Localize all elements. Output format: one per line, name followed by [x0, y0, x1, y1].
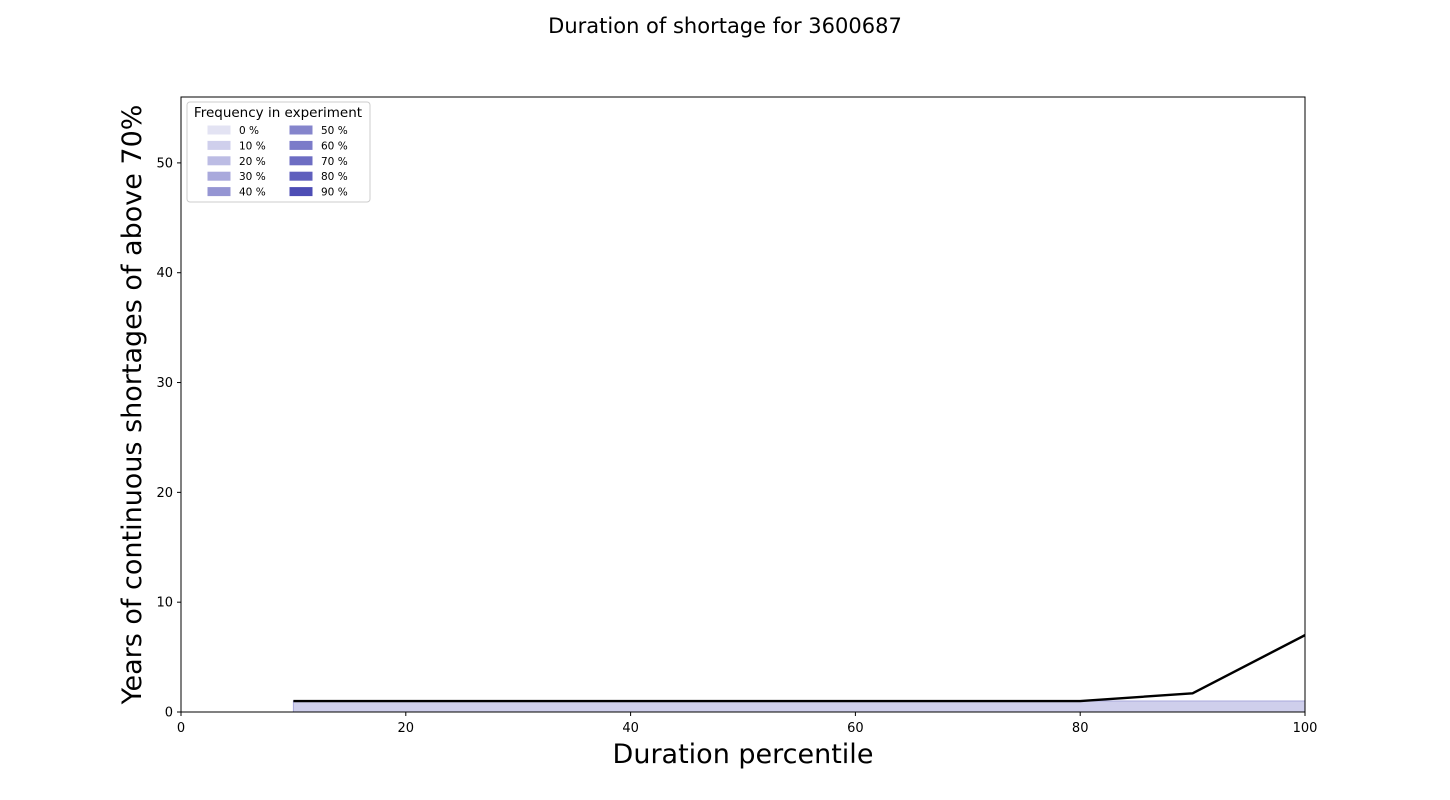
legend-swatch [289, 140, 313, 150]
y-tick-label: 0 [165, 706, 173, 721]
legend-entry-label: 40 % [239, 187, 266, 199]
chart-title: Duration of shortage for 3600687 [548, 14, 902, 38]
plot-frame [180, 96, 1306, 713]
legend-swatch [207, 187, 231, 197]
legend-swatch [289, 187, 313, 197]
x-axis-label: Duration percentile [613, 739, 874, 770]
x-tick-label: 100 [1293, 721, 1318, 736]
y-tick-label: 40 [156, 266, 173, 281]
legend-entry-label: 50 % [321, 125, 348, 137]
legend-entry-label: 0 % [239, 125, 259, 137]
legend-swatch [207, 171, 231, 181]
legend-title: Frequency in experiment [194, 105, 362, 121]
y-axis-label: Years of continuous shortages of above 7… [117, 105, 148, 706]
legend-entry-label: 20 % [239, 156, 266, 168]
legend-swatch [207, 140, 231, 150]
legend-swatch [207, 125, 231, 135]
x-tick-label: 60 [847, 721, 864, 736]
y-tick-label: 30 [156, 376, 173, 391]
plot-area [292, 634, 1306, 713]
legend-swatch [289, 125, 313, 135]
x-tick-label: 80 [1072, 721, 1089, 736]
x-tick-label: 20 [398, 721, 415, 736]
y-tick-label: 10 [156, 596, 173, 611]
x-tick-label: 40 [622, 721, 639, 736]
frequency-band-0 [292, 700, 1306, 713]
legend: Frequency in experiment 0 % 10 % 20 % 30 % 4… [186, 101, 371, 203]
axes-ticks: 0 20 40 60 80 100 0 10 20 30 40 50 [156, 156, 1317, 736]
legend-entry-label: 80 % [321, 171, 348, 183]
legend-entry-label: 10 % [239, 140, 266, 152]
legend-swatch [289, 171, 313, 181]
x-tick-label: 0 [177, 721, 185, 736]
legend-entry-label: 30 % [239, 171, 266, 183]
series-line-0 [293, 634, 1306, 703]
y-tick-label: 20 [156, 486, 173, 501]
legend-entry-label: 70 % [321, 156, 348, 168]
legend-swatch [289, 156, 313, 166]
legend-entry-label: 90 % [321, 187, 348, 199]
legend-entry-label: 60 % [321, 140, 348, 152]
legend-box [186, 101, 371, 203]
y-tick-label: 50 [156, 156, 173, 171]
legend-entries: 0 % 10 % 20 % 30 % 40 % 50 % 60 % 70 % 80 % 90 % [207, 125, 348, 199]
legend-swatch [207, 156, 231, 166]
